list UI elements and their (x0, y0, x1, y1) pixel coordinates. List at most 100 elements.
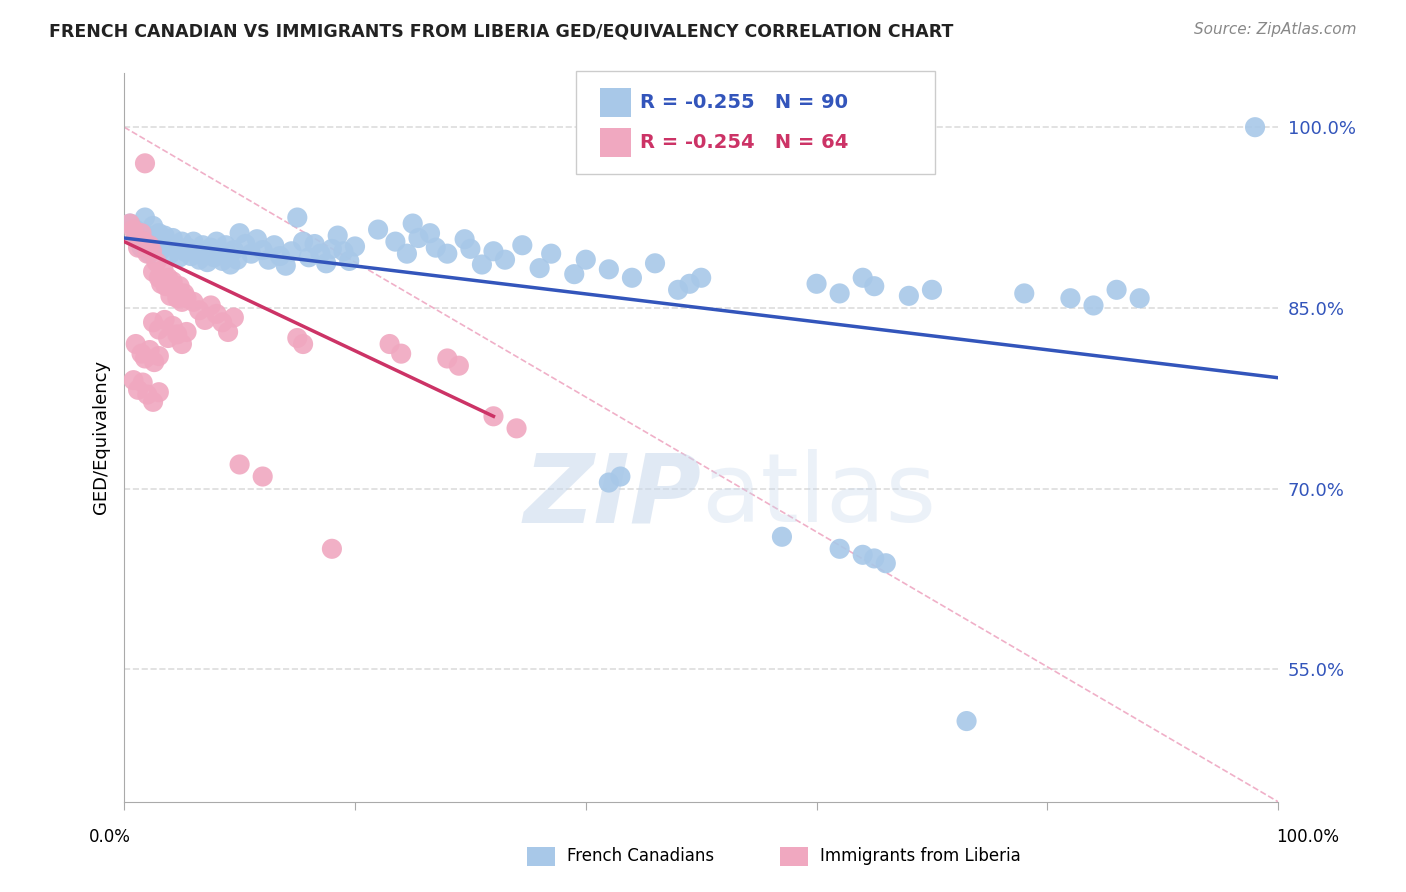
Point (157, 270, 180, 285)
Point (609, 469, 631, 483)
Point (460, 242, 482, 256)
Point (176, 241, 198, 255)
Y-axis label: GED/Equivalency: GED/Equivalency (93, 360, 110, 515)
Point (150, 243, 173, 257)
Point (200, 241, 222, 255)
Point (246, 232, 269, 246)
Point (138, 238, 160, 252)
Point (828, 286, 851, 301)
Point (598, 475, 620, 490)
Point (176, 325, 198, 339)
Point (367, 222, 389, 236)
Point (408, 231, 430, 245)
Point (148, 385, 170, 400)
Point (343, 239, 366, 253)
Point (162, 231, 184, 245)
Text: FRENCH CANADIAN VS IMMIGRANTS FROM LIBERIA GED/EQUIVALENCY CORRELATION CHART: FRENCH CANADIAN VS IMMIGRANTS FROM LIBER… (49, 22, 953, 40)
Point (298, 250, 321, 264)
Text: R = -0.254   N = 64: R = -0.254 N = 64 (640, 133, 848, 153)
Point (337, 253, 360, 268)
Point (292, 337, 315, 351)
Point (125, 231, 148, 245)
Point (142, 394, 165, 409)
Point (257, 252, 280, 267)
Point (447, 359, 470, 373)
Point (690, 270, 713, 285)
Point (280, 244, 302, 259)
Point (852, 548, 875, 562)
Point (678, 277, 700, 291)
Point (285, 211, 308, 225)
Point (127, 383, 149, 397)
Point (143, 355, 166, 369)
Point (620, 270, 643, 285)
Point (1105, 283, 1128, 297)
Point (321, 541, 343, 556)
Point (852, 270, 875, 285)
Point (208, 244, 231, 259)
Point (183, 235, 205, 249)
Point (219, 258, 242, 272)
Point (644, 256, 666, 270)
Point (228, 458, 250, 472)
Point (211, 315, 233, 329)
Point (425, 241, 447, 255)
Point (326, 228, 349, 243)
Point (402, 217, 425, 231)
Point (471, 258, 494, 272)
Point (321, 242, 343, 256)
Point (598, 262, 620, 277)
Point (389, 346, 412, 360)
Point (1012, 286, 1035, 301)
Point (226, 252, 249, 267)
Point (200, 298, 222, 312)
Point (125, 337, 148, 351)
Point (148, 226, 170, 240)
Point (510, 238, 533, 252)
Point (828, 541, 851, 556)
Point (165, 241, 187, 255)
Point (162, 318, 184, 333)
Point (136, 228, 159, 243)
Point (134, 351, 156, 366)
Point (148, 349, 170, 363)
Point (134, 211, 156, 225)
Point (127, 241, 149, 255)
Point (183, 294, 205, 309)
Point (562, 267, 585, 281)
Point (155, 279, 177, 293)
Point (173, 286, 195, 301)
Point (482, 244, 505, 259)
Point (292, 235, 315, 249)
Point (215, 238, 238, 252)
Point (134, 156, 156, 170)
Point (217, 248, 239, 262)
Point (222, 243, 245, 257)
Point (118, 217, 141, 231)
Point (395, 246, 418, 260)
Point (453, 232, 475, 246)
Point (162, 274, 184, 288)
Point (170, 235, 193, 249)
Point (148, 322, 170, 336)
Point (274, 259, 297, 273)
Point (138, 343, 160, 357)
Point (170, 294, 193, 309)
Point (863, 279, 886, 293)
Text: 100.0%: 100.0% (1277, 828, 1339, 846)
Point (131, 376, 153, 390)
Point (269, 249, 291, 263)
Point (159, 246, 181, 260)
Text: R = -0.255   N = 90: R = -0.255 N = 90 (640, 93, 848, 112)
Text: 0.0%: 0.0% (89, 828, 131, 846)
Point (169, 250, 191, 264)
Point (122, 373, 145, 387)
Point (131, 226, 153, 240)
Point (148, 270, 170, 285)
Point (252, 469, 274, 483)
Text: French Canadians: French Canadians (567, 847, 714, 865)
Point (1244, 120, 1267, 135)
Point (131, 346, 153, 360)
Point (384, 235, 406, 249)
Point (436, 246, 458, 260)
